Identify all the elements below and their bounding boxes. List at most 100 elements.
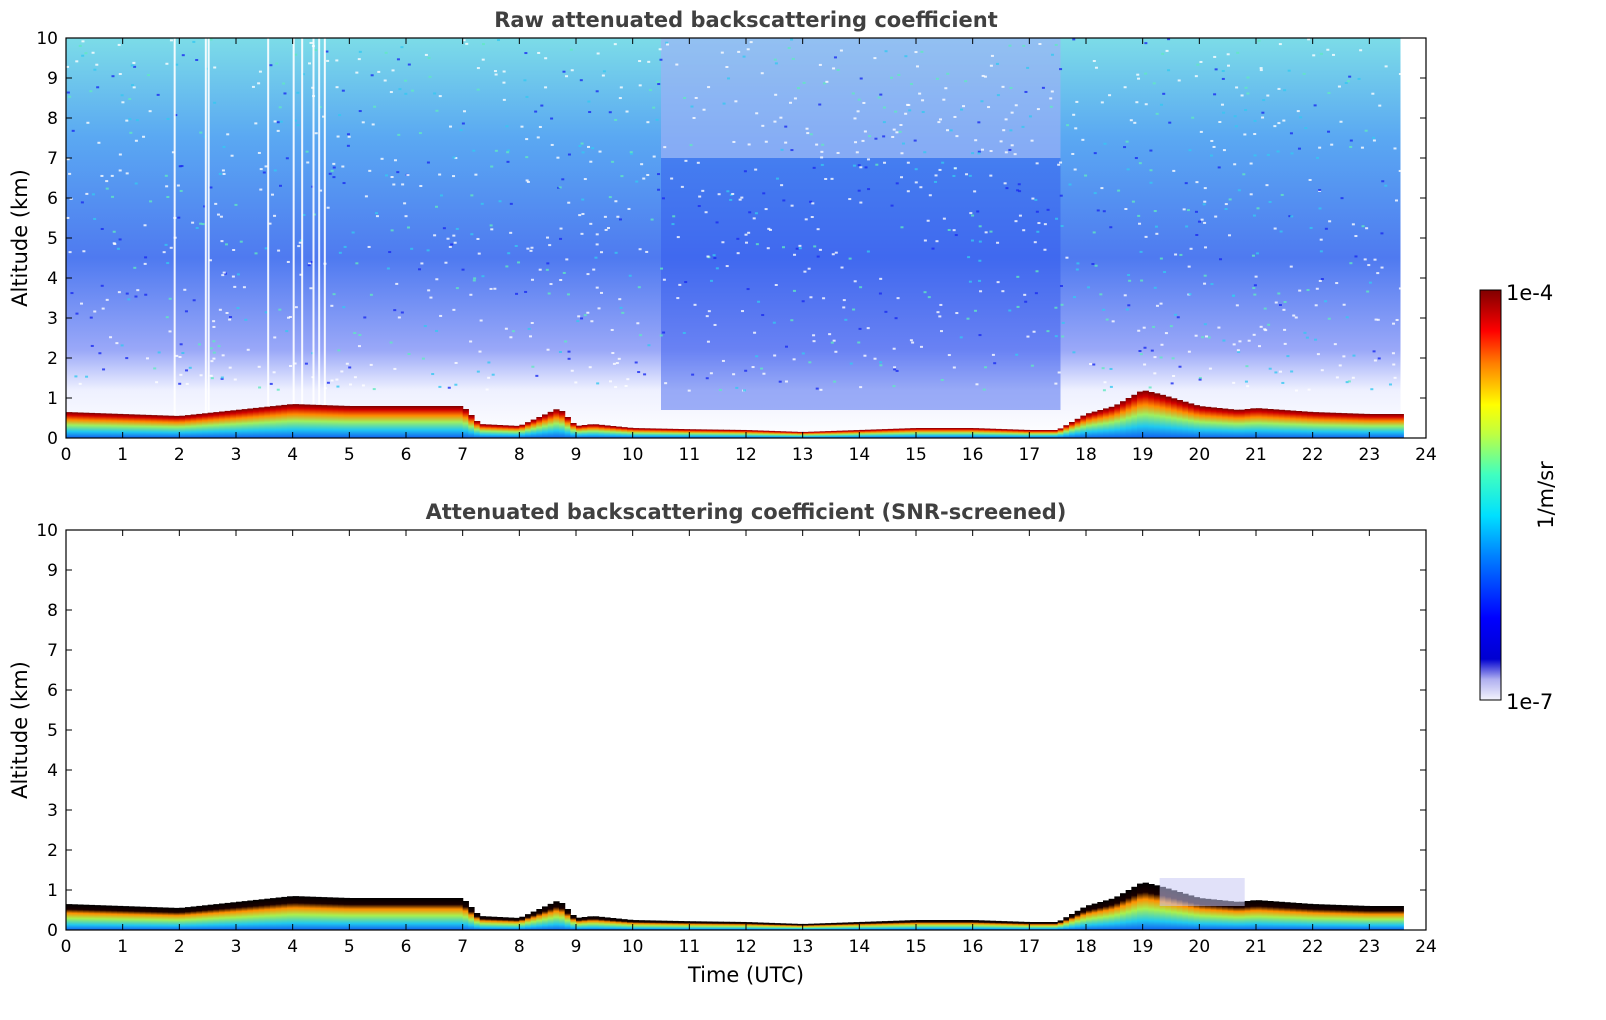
noise-speckle <box>293 362 297 365</box>
x-tick-label: 23 <box>1359 445 1381 465</box>
noise-speckle <box>435 205 439 208</box>
noise-speckle <box>743 170 747 173</box>
noise-speckle <box>1195 233 1199 236</box>
noise-speckle <box>1299 116 1303 119</box>
noise-speckle <box>798 247 802 250</box>
noise-speckle <box>342 306 346 309</box>
noise-speckle <box>747 143 751 146</box>
boundary-layer-column <box>1312 412 1319 438</box>
noise-speckle <box>462 39 466 42</box>
colorbar-unit-label: 1/m/sr <box>1534 461 1558 529</box>
noise-speckle <box>1278 43 1282 46</box>
noise-speckle <box>1194 334 1198 337</box>
noise-speckle <box>1333 343 1337 346</box>
noise-speckle <box>273 120 277 123</box>
noise-speckle <box>1043 248 1047 251</box>
boundary-layer-column <box>139 414 146 438</box>
noise-speckle <box>562 271 566 274</box>
noise-speckle <box>134 295 138 298</box>
noise-speckle <box>164 243 168 246</box>
noise-speckle <box>149 200 153 203</box>
noise-speckle <box>1273 227 1277 230</box>
noise-speckle <box>177 216 181 219</box>
noise-speckle <box>544 57 548 60</box>
boundary-layer-column <box>213 412 220 438</box>
boundary-layer-column <box>428 406 435 438</box>
noise-speckle <box>89 90 93 93</box>
boundary-layer-column <box>105 413 112 438</box>
noise-speckle <box>169 246 173 249</box>
noise-speckle <box>1244 109 1248 112</box>
x-tick-label: 22 <box>1302 937 1324 957</box>
noise-speckle <box>1066 124 1070 127</box>
noise-speckle <box>1247 339 1251 342</box>
noise-speckle <box>973 309 977 312</box>
noise-speckle <box>935 240 939 243</box>
noise-speckle <box>1092 363 1096 366</box>
noise-speckle <box>774 93 778 96</box>
noise-speckle <box>1061 321 1065 324</box>
noise-speckle <box>192 299 196 302</box>
noise-speckle <box>1213 93 1217 96</box>
noise-speckle <box>1125 140 1129 143</box>
boundary-layer-column <box>1148 392 1155 438</box>
noise-speckle <box>1153 210 1157 213</box>
noise-speckle <box>1026 66 1030 69</box>
noise-speckle <box>720 51 724 54</box>
noise-speckle <box>664 382 668 385</box>
boundary-layer-column <box>1239 409 1246 438</box>
noise-speckle <box>125 292 129 295</box>
noise-speckle <box>583 178 587 181</box>
noise-speckle <box>361 121 365 124</box>
noise-speckle <box>472 279 476 282</box>
screened-boundary-layer-column <box>893 920 900 930</box>
screened-boundary-layer-column <box>77 904 84 930</box>
noise-speckle <box>469 293 473 296</box>
boundary-layer-column <box>491 424 498 438</box>
noise-speckle <box>634 361 638 364</box>
noise-speckle <box>683 96 687 99</box>
noise-speckle <box>1093 192 1097 195</box>
noise-speckle <box>78 44 82 47</box>
noise-speckle <box>852 308 856 311</box>
screened-boundary-layer-column <box>593 916 600 930</box>
boundary-layer-column <box>1193 405 1200 438</box>
noise-speckle <box>612 362 616 365</box>
noise-speckle <box>617 357 621 360</box>
noise-speckle <box>931 247 935 250</box>
noise-speckle <box>1028 115 1032 118</box>
noise-speckle <box>224 243 228 246</box>
noise-speckle <box>398 88 402 91</box>
boundary-layer-column <box>848 430 855 438</box>
noise-speckle <box>388 251 392 254</box>
noise-speckle <box>1139 353 1143 356</box>
boundary-layer-column <box>1108 406 1115 438</box>
noise-speckle <box>1209 154 1213 157</box>
screened-boundary-layer-column <box>542 906 549 930</box>
noise-speckle <box>1205 335 1209 338</box>
noise-speckle <box>1253 284 1257 287</box>
noise-speckle <box>66 216 70 219</box>
noise-speckle <box>1203 187 1207 190</box>
noise-speckle <box>1249 162 1253 165</box>
noise-speckle <box>66 65 70 68</box>
noise-speckle <box>165 316 169 319</box>
noise-speckle <box>1123 294 1127 297</box>
noise-speckle <box>982 388 986 391</box>
noise-speckle <box>989 174 993 177</box>
noise-speckle <box>1152 325 1156 328</box>
noise-speckle <box>297 245 301 248</box>
noise-speckle <box>906 190 910 193</box>
noise-speckle <box>895 369 899 372</box>
screened-boundary-layer-column <box>791 923 798 930</box>
noise-speckle <box>1099 293 1103 296</box>
noise-speckle <box>1185 225 1189 228</box>
noise-speckle <box>213 101 217 104</box>
noise-speckle <box>1109 385 1113 388</box>
screened-boundary-layer-column <box>1375 906 1382 930</box>
noise-speckle <box>1022 44 1026 47</box>
boundary-layer-column <box>706 429 713 438</box>
y-tick-label: 10 <box>36 521 58 541</box>
noise-speckle <box>1294 316 1298 319</box>
noise-speckle <box>332 166 336 169</box>
